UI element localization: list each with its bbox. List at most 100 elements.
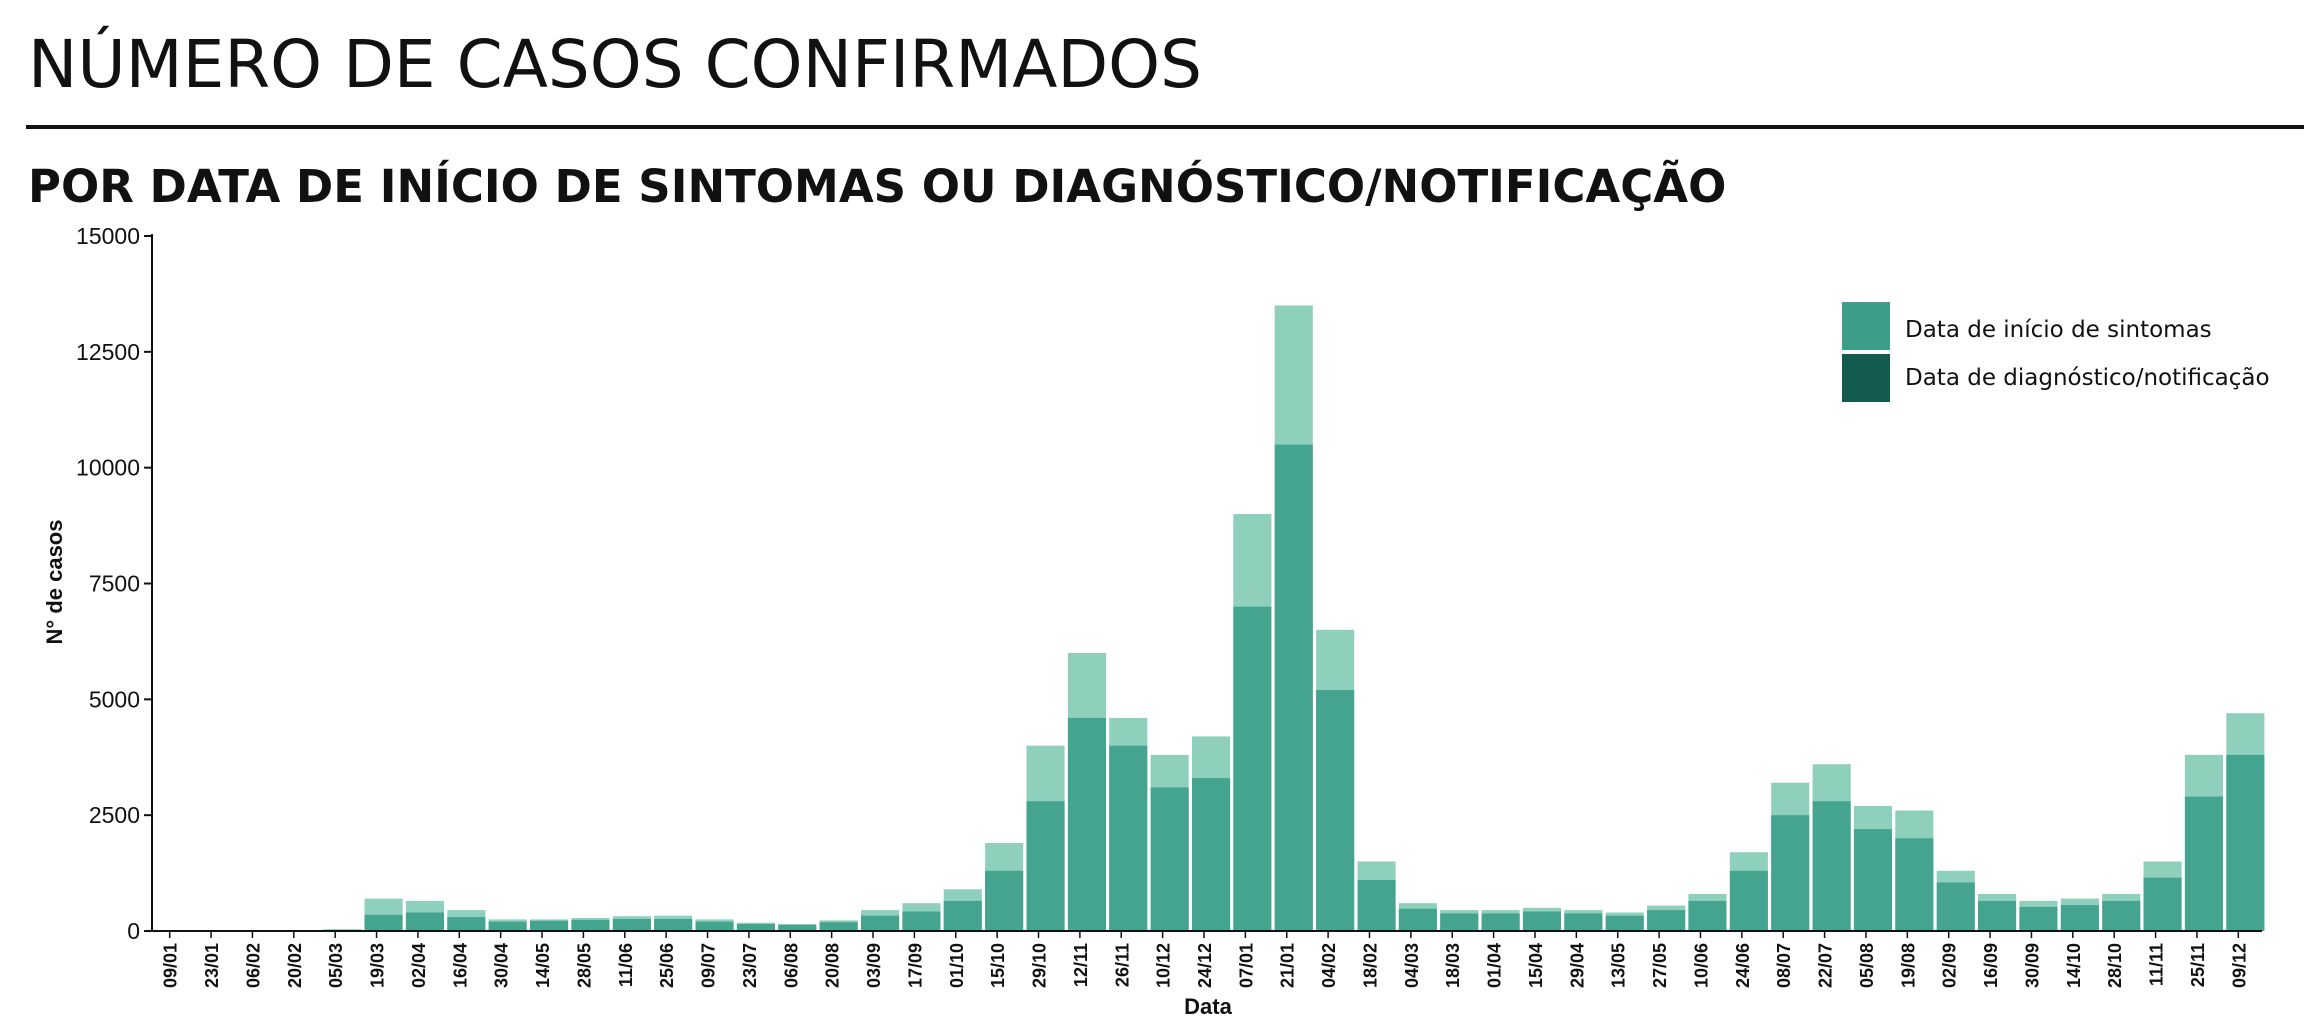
x-tick-label: 01/10 bbox=[947, 943, 967, 988]
bar-diagnosis bbox=[405, 912, 444, 931]
bar-diagnosis bbox=[530, 920, 569, 931]
bar-diagnosis bbox=[2226, 754, 2265, 931]
x-tick-label: 09/07 bbox=[699, 943, 719, 988]
x-tick-label: 13/05 bbox=[1609, 943, 1629, 988]
bar-diagnosis bbox=[1316, 690, 1355, 931]
bar-diagnosis bbox=[695, 921, 734, 931]
x-tick-label: 02/04 bbox=[409, 943, 429, 988]
bar-diagnosis bbox=[1895, 838, 1934, 931]
x-tick-label: 06/02 bbox=[243, 943, 263, 988]
x-tick-label: 18/03 bbox=[1443, 943, 1463, 988]
x-tick-label: 26/11 bbox=[1112, 943, 1132, 987]
x-tick-label: 08/07 bbox=[1774, 943, 1794, 988]
y-tick-label: 7500 bbox=[89, 571, 140, 597]
diagnosis-bars bbox=[323, 444, 2265, 931]
bar-diagnosis bbox=[654, 919, 693, 931]
x-axis-label: Data bbox=[1184, 994, 1232, 1019]
bar-diagnosis bbox=[943, 900, 982, 931]
x-tick-label: 03/09 bbox=[864, 943, 884, 988]
bar-diagnosis bbox=[571, 919, 610, 931]
bar-diagnosis bbox=[1605, 915, 1644, 931]
bar-diagnosis bbox=[1440, 913, 1479, 931]
x-tick-label: 19/03 bbox=[368, 943, 388, 988]
bar-diagnosis bbox=[488, 921, 527, 931]
x-tick-label: 01/04 bbox=[1485, 943, 1505, 988]
bar-diagnosis bbox=[1564, 913, 1603, 931]
x-tick-label: 20/08 bbox=[823, 943, 843, 988]
x-tick-label: 27/05 bbox=[1650, 943, 1670, 988]
bar-diagnosis bbox=[1067, 717, 1106, 931]
bar-diagnosis bbox=[1936, 882, 1975, 931]
x-tick-label: 24/06 bbox=[1733, 943, 1753, 988]
x-tick-label: 12/11 bbox=[1071, 943, 1091, 987]
bar-diagnosis bbox=[1192, 778, 1231, 931]
x-tick-label: 11/11 bbox=[2147, 943, 2167, 986]
legend-label-symptoms: Data de início de sintomas bbox=[1905, 317, 2212, 343]
bar-diagnosis bbox=[1729, 870, 1768, 931]
bar-diagnosis bbox=[778, 925, 817, 931]
page-subtitle: POR DATA DE INÍCIO DE SINTOMAS OU DIAGNÓ… bbox=[28, 160, 1727, 213]
bar-diagnosis bbox=[2184, 796, 2223, 931]
bar-diagnosis bbox=[861, 915, 900, 931]
x-tick-label: 29/10 bbox=[1030, 943, 1050, 988]
y-tick-label: 2500 bbox=[89, 802, 140, 828]
x-tick-label: 18/02 bbox=[1360, 943, 1380, 988]
bar-diagnosis bbox=[1647, 910, 1686, 931]
x-tick-label: 05/03 bbox=[326, 943, 346, 988]
x-tick-label: 15/04 bbox=[1526, 943, 1546, 988]
bar-diagnosis bbox=[2143, 877, 2182, 931]
x-tick-label: 23/01 bbox=[202, 943, 222, 988]
x-tick-label: 24/12 bbox=[1195, 943, 1215, 988]
bar-diagnosis bbox=[1233, 606, 1272, 931]
y-tick-label: 0 bbox=[127, 918, 140, 944]
x-tick-label: 30/04 bbox=[492, 943, 512, 988]
x-tick-label: 02/09 bbox=[1940, 943, 1960, 988]
bar-diagnosis bbox=[1398, 908, 1437, 931]
bar-diagnosis bbox=[1853, 829, 1892, 931]
legend-label-diagnosis: Data de diagnóstico/notificação bbox=[1905, 365, 2270, 391]
x-tick-label: 16/04 bbox=[450, 943, 470, 988]
x-tick-label: 22/07 bbox=[1816, 943, 1836, 988]
x-tick-label: 04/03 bbox=[1402, 943, 1422, 988]
x-tick-label: 21/01 bbox=[1278, 943, 1298, 988]
x-tick-label: 09/12 bbox=[2229, 943, 2249, 988]
x-tick-label: 05/08 bbox=[1857, 943, 1877, 988]
bar-diagnosis bbox=[1978, 900, 2017, 931]
bar-diagnosis bbox=[819, 922, 858, 931]
legend-swatch-symptoms bbox=[1842, 302, 1890, 350]
x-tick-label: 09/01 bbox=[161, 943, 181, 988]
x-tick-label: 10/12 bbox=[1154, 943, 1174, 988]
bar-diagnosis bbox=[1771, 815, 1810, 931]
legend-swatch-diagnosis bbox=[1842, 354, 1890, 402]
x-tick-label: 29/04 bbox=[1567, 943, 1587, 988]
y-axis-label: N° de casos bbox=[42, 520, 67, 645]
bar-diagnosis bbox=[1109, 745, 1148, 931]
bar-diagnosis bbox=[1150, 787, 1189, 931]
x-tick-label: 23/07 bbox=[740, 943, 760, 988]
bar-diagnosis bbox=[2102, 900, 2141, 931]
bar-diagnosis bbox=[2019, 906, 2058, 931]
bar-diagnosis bbox=[1481, 913, 1520, 931]
chart-axes: 0 2500 5000 7500 10000 12500 15000 09/01 23/01 06… bbox=[76, 223, 2262, 988]
bar-diagnosis bbox=[612, 919, 651, 931]
x-tick-label: 14/05 bbox=[533, 943, 553, 988]
x-tick-label: 20/02 bbox=[285, 943, 305, 988]
y-tick-label: 10000 bbox=[76, 455, 140, 481]
bar-diagnosis bbox=[1357, 880, 1396, 931]
x-tick-label: 14/10 bbox=[2064, 943, 2084, 988]
page-title: NÚMERO DE CASOS CONFIRMADOS bbox=[28, 26, 1203, 103]
bar-diagnosis bbox=[1274, 444, 1313, 931]
y-tick-label: 12500 bbox=[76, 339, 140, 365]
bar-diagnosis bbox=[1812, 801, 1851, 931]
x-tick-label: 15/10 bbox=[988, 943, 1008, 988]
x-tick-label: 10/06 bbox=[1691, 943, 1711, 988]
legend: Data de início de sintomas Data de diagn… bbox=[1842, 302, 2270, 402]
x-tick-label: 16/09 bbox=[1981, 943, 2001, 988]
bar-diagnosis bbox=[1026, 801, 1065, 931]
y-tick-label: 5000 bbox=[89, 686, 140, 712]
bar-diagnosis bbox=[1688, 900, 1727, 931]
x-tick-label: 30/09 bbox=[2022, 943, 2042, 988]
x-tick-label: 11/06 bbox=[616, 943, 636, 987]
